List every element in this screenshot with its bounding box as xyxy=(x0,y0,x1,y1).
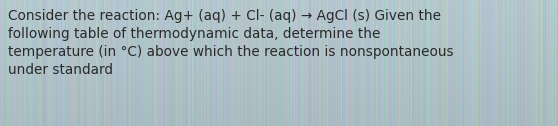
Text: Consider the reaction: Ag+ (aq) + Cl- (aq) → AgCl (s) Given the
following table : Consider the reaction: Ag+ (aq) + Cl- (a… xyxy=(8,9,454,77)
